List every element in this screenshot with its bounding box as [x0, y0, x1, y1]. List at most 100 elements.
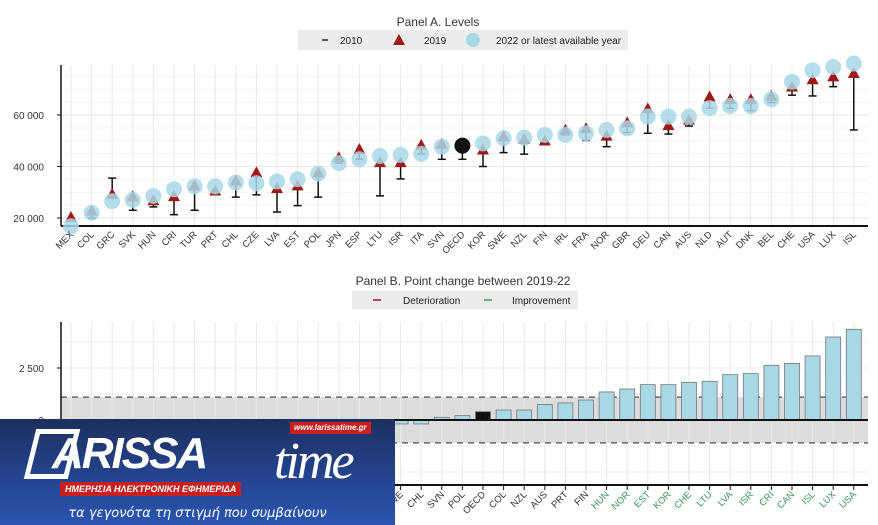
marker-2022-SVN	[433, 138, 450, 155]
panel-a-xtick-label-group: CAN	[652, 229, 674, 251]
panel-a-xtick-label-group: SVK	[117, 229, 139, 251]
panel-a-xtick-label: AUS	[673, 229, 695, 251]
marker-2019-LUX	[827, 70, 840, 82]
panel-a-xtick-label: NLD	[693, 229, 714, 250]
panel-b-xtick-label-group: CHE	[672, 489, 694, 511]
panel-a-xtick-label-group: GRC	[95, 229, 118, 252]
panel-a-xtick-label-group: AUS	[673, 229, 695, 251]
panel-b-xtick-label: CRI	[757, 489, 776, 508]
logo-tagline: ΗΜΕΡΗΣΙΑ ΗΛΕΚΤΡΟΝΙΚΗ ΕΦΗΜΕΡΙΔΑ	[60, 482, 242, 496]
panel-b-xtick-label: FIN	[573, 489, 592, 508]
marker-2022-NOR	[598, 121, 615, 138]
panel-a-xtick-label-group: CHE	[775, 229, 797, 251]
marker-2022-HUN	[145, 187, 162, 204]
marker-2022-CHE	[784, 73, 800, 90]
panel-a-xtick-label: CAN	[652, 229, 674, 251]
marker-2022-GBR	[619, 120, 636, 137]
panel-b-title: Panel B. Point change between 2019-22	[356, 274, 571, 288]
panel-a-xtick-label: CHE	[775, 229, 797, 251]
panel-b-xtick-label-group: LUX	[817, 489, 838, 510]
panel-a-xtick-label-group: NZL	[509, 229, 529, 249]
panel-a-xtick-label: CZE	[240, 229, 261, 250]
panel-a-xtick-label: ESP	[343, 229, 364, 250]
panel-a-xtick-label: LTU	[365, 229, 385, 249]
bar-KOR	[660, 384, 677, 421]
marker-2022-IRL	[557, 126, 574, 143]
marker-2019-ESP	[353, 143, 366, 155]
panel-b-xtick-label: AUS	[528, 489, 550, 511]
panel-b-xtick-label-group: LVA	[716, 489, 736, 509]
panel-a-xtick-label-group: COL	[75, 229, 97, 251]
bar-LUX	[825, 336, 842, 421]
panel-a-xtick-label: CRI	[160, 229, 179, 248]
panel-a-xtick-label: FIN	[531, 229, 550, 248]
panel-a-xtick-label-group: SWE	[486, 229, 509, 252]
panel-a-xtick-label: SWE	[486, 229, 509, 252]
panel-a-xtick-label: ITA	[409, 229, 427, 247]
panel-b-xtick-label-group: SVN	[425, 489, 447, 511]
marker-2019-CAN	[662, 119, 675, 131]
marker-2019-NLD	[703, 90, 716, 102]
legend-2010-label: 2010	[340, 36, 363, 47]
panel-b-xtick-label: KOR	[651, 489, 673, 511]
marker-2019-ISL	[847, 67, 860, 79]
panel-a-xtick-label: USA	[796, 229, 818, 251]
panel-a-xtick-label: DNK	[734, 229, 756, 251]
panel-a-xtick-label-group: ISL	[841, 229, 859, 247]
marker-2022-DEU	[639, 108, 656, 125]
bar-COL	[495, 409, 512, 421]
panel-a-xtick-label: GBR	[610, 229, 632, 251]
bar-NZL	[516, 409, 533, 421]
bar-CAN	[784, 363, 800, 421]
panel-a-legend-box	[298, 30, 628, 50]
panel-a-ytick-label: 20 000	[13, 214, 44, 225]
panel-b-xtick-label-group: ISR	[737, 489, 756, 508]
panel-a-xtick-label-group: KOR	[466, 229, 488, 251]
panel-b-xtick-label-group: PRT	[549, 489, 570, 510]
marker-2022-SVK	[124, 191, 141, 208]
panel-a-xtick-label: ISL	[841, 229, 859, 247]
marker-2022-EST	[289, 171, 306, 188]
panel-a-xtick-label-group: FIN	[531, 229, 550, 248]
marker-2019-CZE	[250, 166, 263, 178]
panel-a-xtick-label: TUR	[178, 229, 200, 251]
marker-2022-AUS	[681, 108, 697, 125]
logo-name-part2: time	[274, 433, 355, 490]
bar-CRI	[763, 364, 780, 421]
panel-b-xtick-label: COL	[487, 489, 509, 511]
panel-b-xtick-label: PRT	[549, 489, 570, 510]
panel-b-xtick-label-group: ISL	[800, 489, 818, 507]
legend-deterioration-label: Deterioration	[403, 296, 460, 307]
panel-b-xtick-label: CHE	[672, 489, 694, 511]
panel-a-xtick-label: LUX	[817, 229, 838, 250]
panel-a-xtick-label-group: IRL	[552, 229, 570, 247]
panel-b-xtick-label: LUX	[817, 489, 838, 510]
panel-b-xtick-label: NOR	[610, 489, 633, 512]
bar-EST	[639, 384, 656, 421]
panel-b-xtick-label: LTU	[695, 489, 715, 509]
marker-2022-CZE	[248, 175, 265, 192]
panel-b-xtick-label-group: EST	[632, 489, 653, 510]
panel-a-xtick-label: CHL	[220, 229, 241, 250]
panel-b-xtick-label-group: CRI	[757, 489, 776, 508]
marker-2022-ISR	[392, 146, 409, 163]
panel-a-xtick-label: OECD	[440, 229, 467, 256]
panel-a-xtick-label: NZL	[509, 229, 529, 249]
panel-a-xtick-label-group: AUT	[714, 229, 735, 250]
panel-a-xtick-label: LVA	[263, 229, 283, 249]
panel-b-xtick-label-group: HUN	[589, 489, 611, 511]
panel-a-xtick-label: BEL	[756, 229, 776, 249]
panel-b-xtick-label-group: USA	[837, 489, 859, 511]
panel-b-xtick-label: USA	[837, 489, 859, 511]
marker-2022-DNK	[742, 97, 759, 114]
panel-a-xtick-label-group: JPN	[323, 229, 344, 250]
panel-a-xtick-label-group: LVA	[263, 229, 283, 249]
panel-a-xtick-label-group: DEU	[631, 229, 653, 251]
panel-a-xtick-label-group: USA	[796, 229, 818, 251]
bar-LTU	[701, 380, 718, 421]
legend-2022-circle-icon	[466, 33, 480, 47]
marker-2022-LTU	[372, 147, 388, 164]
panel-b-xtick-label-group: CHL	[405, 489, 426, 510]
marker-2022-NLD	[701, 100, 718, 117]
panel-a-xtick-label-group: LTU	[365, 229, 385, 249]
